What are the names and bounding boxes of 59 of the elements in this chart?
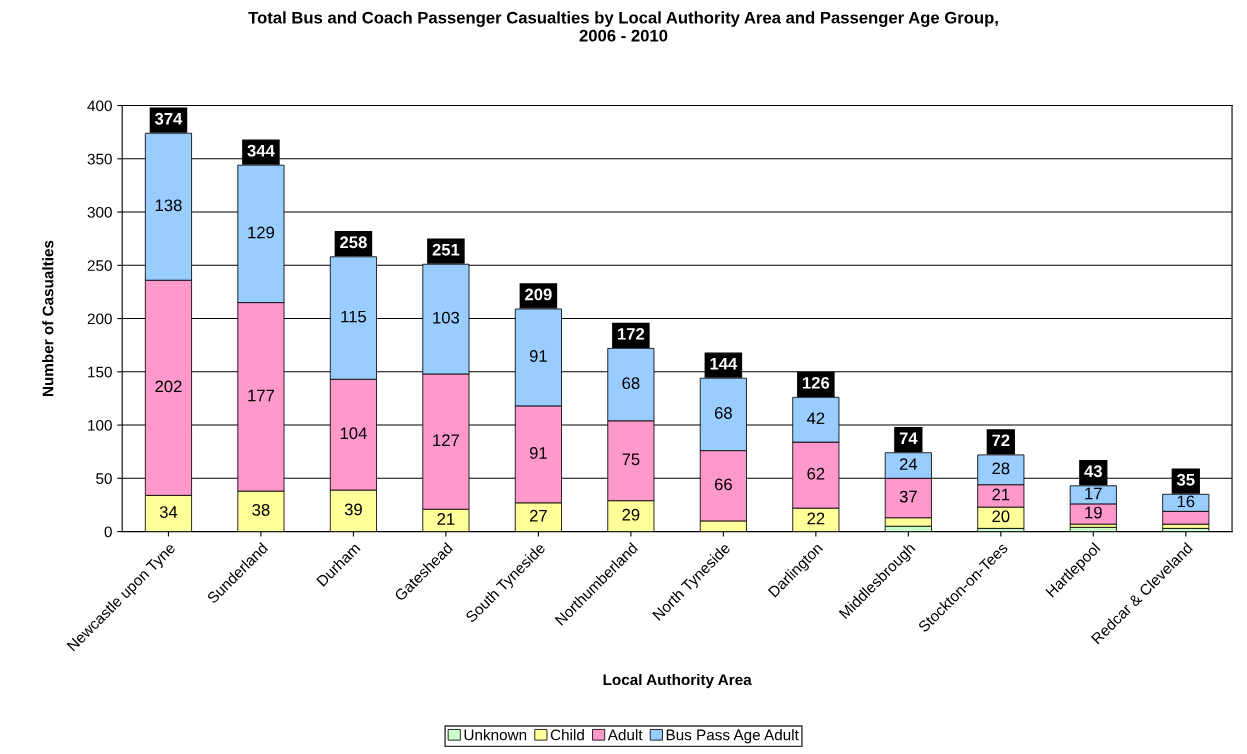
data-label: 21: [437, 513, 455, 525]
y-tick-label: 50: [96, 473, 112, 484]
total-label: 74: [899, 432, 918, 444]
data-label: 16: [1177, 495, 1195, 508]
legend-label: Bus Pass Age Adult: [666, 729, 799, 744]
data-label: 103: [433, 311, 460, 324]
data-label: 68: [714, 407, 732, 419]
data-label: 28: [992, 462, 1010, 475]
data-label: 27: [529, 509, 547, 522]
data-label: 91: [529, 447, 547, 459]
data-label: 39: [344, 503, 362, 516]
total-label: 144: [710, 357, 738, 370]
total-label: 72: [992, 434, 1010, 447]
y-tick-label: 150: [88, 366, 112, 378]
data-label: 17: [1085, 487, 1102, 500]
total-label: 35: [1176, 473, 1195, 486]
total-label: 344: [247, 144, 275, 157]
data-label: 20: [992, 510, 1010, 523]
total-label: 251: [432, 243, 460, 256]
data-label: 37: [899, 490, 917, 503]
data-label: 115: [341, 310, 367, 323]
total-label: 172: [618, 327, 645, 340]
total-label: 209: [525, 288, 552, 301]
data-label: 91: [529, 350, 547, 362]
data-label: 62: [807, 467, 825, 480]
data-label: 202: [155, 380, 182, 393]
data-label: 34: [159, 506, 178, 518]
data-label: 68: [622, 377, 640, 390]
total-label: 374: [154, 112, 183, 125]
y-tick-label: 200: [87, 313, 112, 325]
legend-label: Adult: [607, 729, 643, 741]
legend-label: Child: [550, 729, 584, 741]
y-tick-label: 0: [104, 526, 112, 538]
chart-title: Total Bus and Coach Passenger Casualties by Local Authority Area and Passenger Age Group, 2006 - 2010: [248, 11, 998, 42]
data-label: 138: [155, 199, 182, 212]
data-label: 127: [433, 434, 459, 446]
data-label: 66: [714, 478, 732, 491]
y-tick-label: 100: [88, 419, 112, 431]
y-tick-label: 300: [87, 206, 112, 218]
total-label: 43: [1084, 465, 1102, 478]
data-label: 21: [992, 488, 1010, 501]
data-label: 29: [622, 508, 640, 521]
total-label: 258: [340, 236, 367, 249]
x-axis-title: Local Authority Area: [603, 673, 752, 689]
data-label: 104: [340, 427, 367, 440]
y-axis-title: Number of Casualties: [42, 240, 54, 397]
data-label: 22: [807, 512, 825, 525]
total-label: 126: [803, 376, 830, 389]
y-tick-label: 250: [87, 260, 112, 271]
y-tick-label: 350: [87, 153, 112, 165]
data-label: 42: [806, 412, 825, 425]
data-label: 24: [899, 458, 918, 470]
data-label: 19: [1085, 506, 1102, 519]
data-label: 129: [248, 226, 275, 239]
data-label: 38: [252, 504, 270, 516]
data-label: 177: [248, 389, 274, 402]
data-label: 75: [622, 453, 640, 466]
legend-label: Unknown: [464, 729, 527, 741]
y-tick-label: 400: [87, 100, 112, 112]
